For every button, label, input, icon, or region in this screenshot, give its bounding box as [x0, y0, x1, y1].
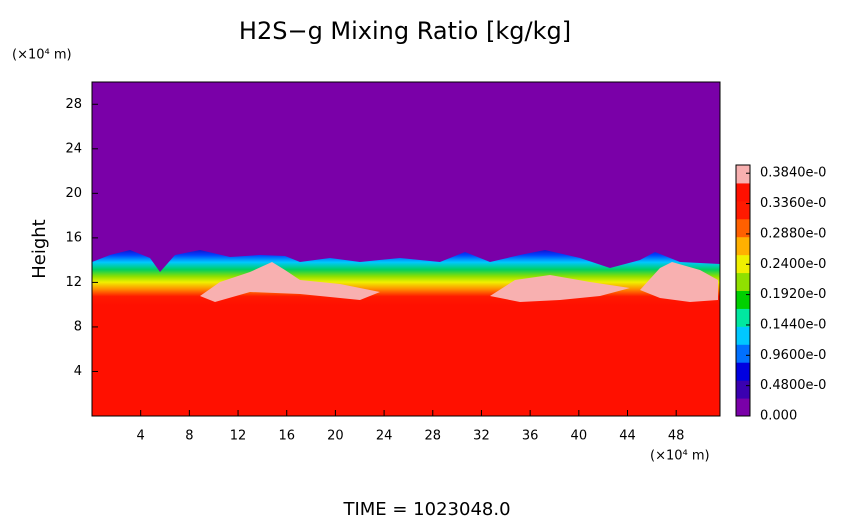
colorbar-tick-label: 0.1920e-0 — [760, 287, 826, 302]
colorbar-segment — [736, 182, 750, 202]
y-tick-label: 20 — [65, 186, 82, 201]
y-tick-label: 4 — [74, 364, 82, 379]
field-lower — [92, 305, 720, 416]
colorbar-segment — [736, 236, 750, 256]
colorbar-tick-label: 0.3360e-0 — [760, 196, 826, 211]
x-tick-label: 36 — [522, 429, 539, 444]
x-tick-label: 12 — [230, 429, 247, 444]
colorbar-segment — [736, 272, 750, 291]
colorbar-segment — [736, 398, 750, 417]
x-tick-label: 40 — [571, 429, 588, 444]
y-tick-label: 24 — [65, 141, 82, 156]
x-tick-label: 24 — [376, 429, 393, 444]
chart-title: H2S−g Mixing Ratio [kg/kg] — [239, 17, 571, 45]
colorbar-segment — [736, 380, 750, 399]
colorbar-tick-label: 0.2400e-0 — [760, 257, 826, 272]
colorbar-segment — [736, 218, 750, 238]
colorbar-segment — [736, 290, 750, 309]
field-blob — [490, 275, 630, 302]
colorbar-tick-label: 0.3840e-0 — [760, 166, 826, 181]
colorbar-tick-label: 0.000 — [760, 409, 797, 424]
y-tick-label: 28 — [65, 97, 82, 112]
colorbar-tick-label: 0.1440e-0 — [760, 317, 826, 332]
x-tick-label: 4 — [137, 429, 145, 444]
x-tick-label: 28 — [425, 429, 442, 444]
field — [92, 82, 720, 416]
colorbar-tick-label: 0.9600e-0 — [760, 348, 826, 363]
field-blob — [640, 262, 718, 302]
y-tick-label: 12 — [65, 275, 82, 290]
field-blob — [200, 262, 380, 302]
x-tick-label: 44 — [619, 429, 636, 444]
y-axis-label: Height — [29, 219, 50, 279]
x-unit: (×10⁴ m) — [650, 449, 710, 464]
colorbar-segment — [736, 200, 750, 220]
x-tick-label: 48 — [668, 429, 685, 444]
y-tick-label: 8 — [74, 319, 82, 334]
colorbar-frame — [735, 164, 751, 417]
colorbar-tick-label: 0.4800e-0 — [760, 378, 826, 393]
colorbar-segment — [736, 362, 750, 381]
colorbar-segment — [736, 254, 750, 274]
x-tick-label: 32 — [473, 429, 490, 444]
colorbar-segment — [736, 165, 750, 184]
x-tick-label: 8 — [185, 429, 193, 444]
y-tick-label: 16 — [65, 230, 82, 245]
x-tick-label: 20 — [327, 429, 344, 444]
colorbar-segment — [736, 308, 750, 327]
footer: TIME = 1023048.0 — [342, 499, 510, 519]
plot-frame — [91, 81, 721, 417]
x-tick-label: 16 — [278, 429, 295, 444]
y-unit: (×10⁴ m) — [12, 48, 72, 63]
colorbar-segment — [736, 344, 750, 363]
colorbar-tick-label: 0.2880e-0 — [760, 226, 826, 241]
colorbar-segment — [736, 326, 750, 345]
